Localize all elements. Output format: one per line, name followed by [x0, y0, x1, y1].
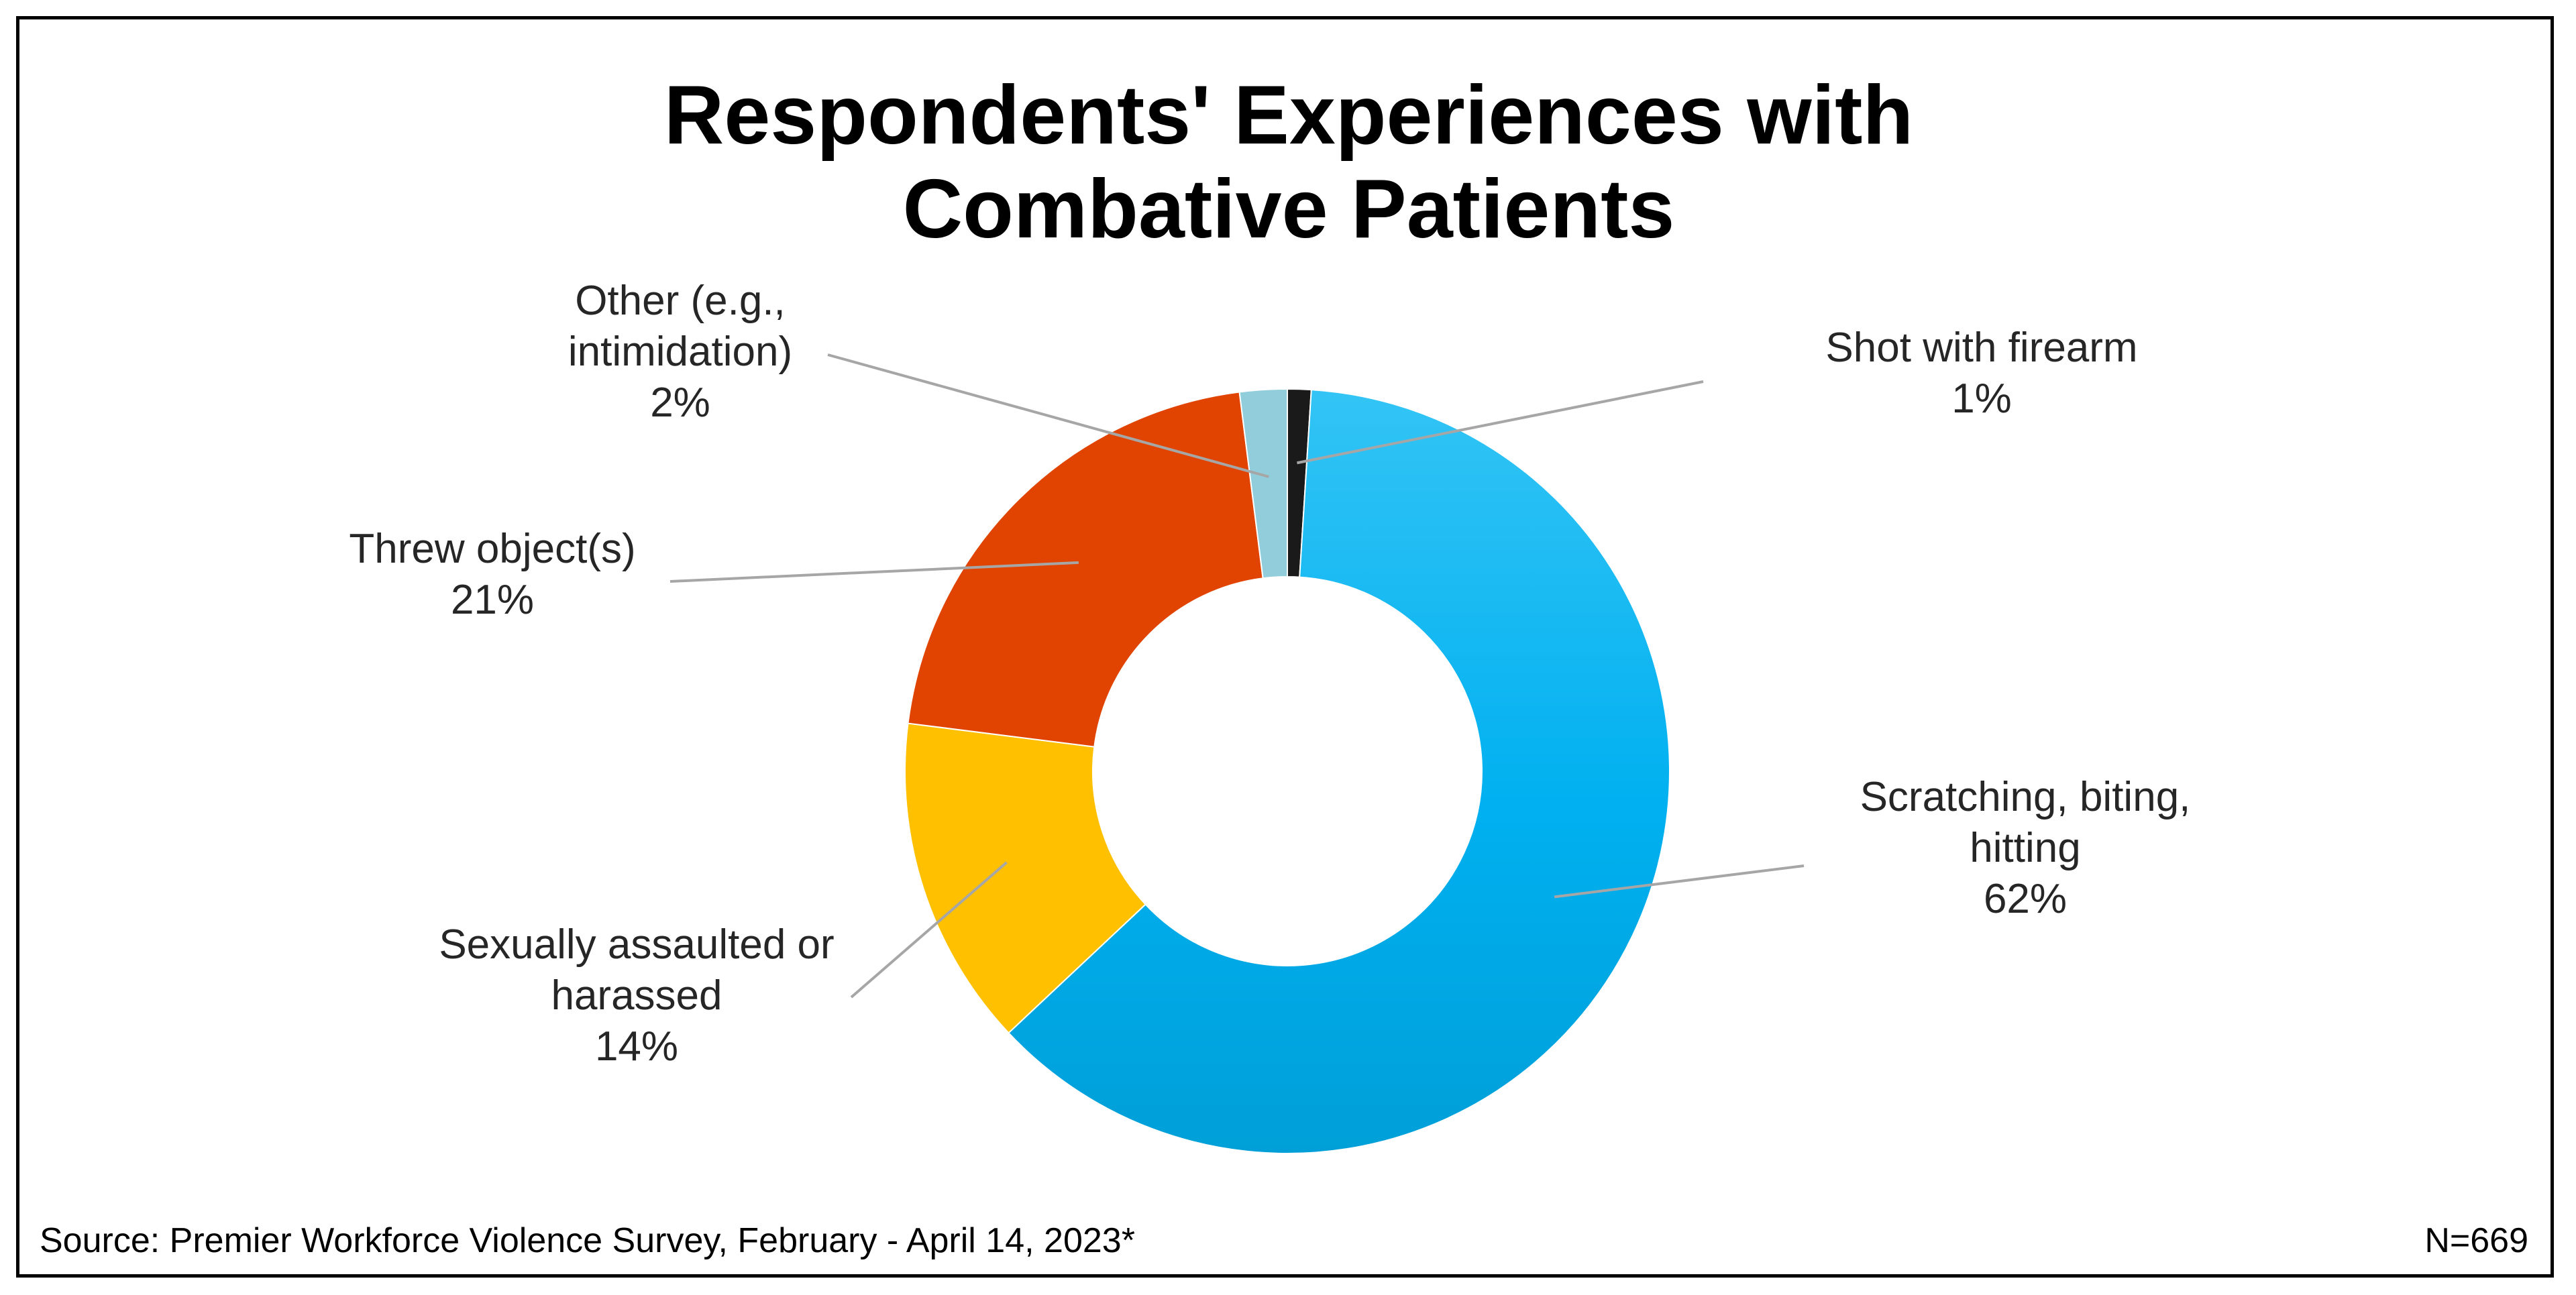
slice-sexually-assaulted-or-harassed: [904, 722, 1147, 1034]
leader-line-sexually-assaulted-or-harassed: [850, 861, 1008, 999]
donut-slices: [904, 388, 1670, 1154]
slice-category-label: intimidation): [568, 329, 792, 375]
data-label-sexually-assaulted-or-harassed: Sexually assaulted or harassed 14%: [439, 921, 834, 1070]
sample-size: N=669: [2424, 1221, 2528, 1260]
slice-category-label: Sexually assaulted or: [439, 921, 834, 968]
chart-frame: Respondents' Experiences with Combative …: [16, 16, 2554, 1278]
donut-chart: Respondents' Experiences with Combative …: [40, 69, 2528, 1260]
data-label-threw-object-s: Threw object(s) 21%: [349, 526, 635, 623]
chart-title-line-2: Combative Patients: [903, 163, 1675, 256]
slice-labels: Shot with firearm 1% Scratching, biting, hi…: [349, 278, 2190, 1070]
slice-value-label: 21%: [451, 577, 534, 623]
slice-category-label: harassed: [551, 972, 722, 1019]
slice-other-e-g-intimidation: [1238, 388, 1288, 579]
data-label-scratching-biting-hitting: Scratching, biting, hitting 62%: [1860, 774, 2191, 922]
slice-value-label: 1%: [1951, 376, 2012, 422]
slice-threw-object-s: [907, 391, 1264, 748]
slice-category-label: Scratching, biting,: [1860, 774, 2191, 820]
leader-lines: [669, 353, 1805, 999]
slice-scratching-biting-hitting: [1008, 389, 1670, 1154]
leader-line-threw-object-s: [669, 561, 1079, 583]
slice-category-label: Threw object(s): [349, 526, 635, 572]
slice-value-label: 62%: [1984, 876, 2067, 922]
leader-line-other-e-g-intimidation: [827, 353, 1269, 478]
leader-line-scratching-biting-hitting: [1554, 864, 1805, 899]
leader-line-shot-with-firearm: [1297, 380, 1704, 465]
data-label-other-e-g-intimidation: Other (e.g., intimidation) 2%: [568, 278, 792, 426]
source-note: Source: Premier Workforce Violence Surve…: [40, 1221, 1135, 1260]
slice-value-label: 14%: [595, 1023, 678, 1070]
slice-category-label: Shot with firearm: [1825, 325, 2137, 371]
slice-value-label: 2%: [650, 380, 710, 426]
data-label-shot-with-firearm: Shot with firearm 1%: [1825, 325, 2137, 422]
chart-title-line-1: Respondents' Experiences with: [664, 69, 1913, 162]
slice-category-label: hitting: [1970, 825, 2080, 871]
slice-category-label: Other (e.g.,: [575, 278, 786, 324]
